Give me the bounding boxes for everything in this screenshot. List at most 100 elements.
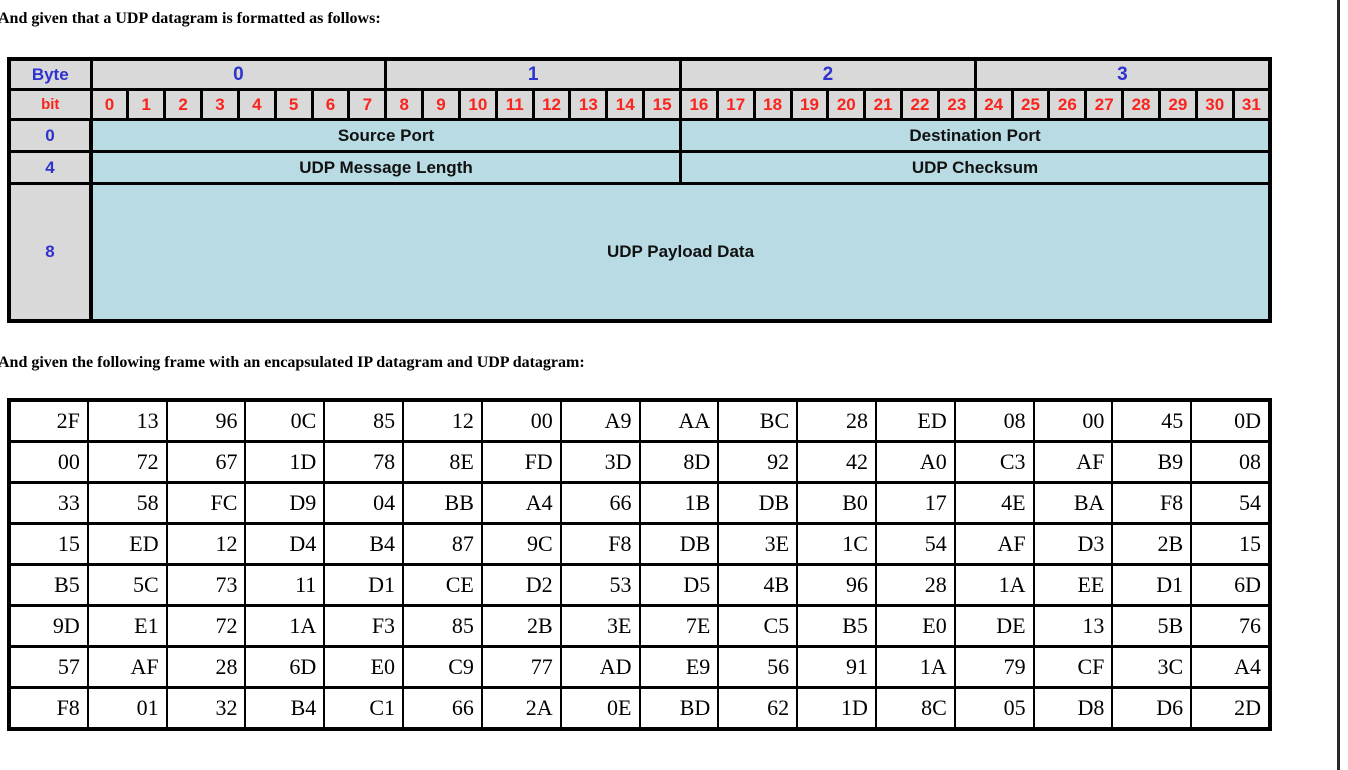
bit-number-header: 21: [863, 88, 904, 121]
hex-byte-cell: 1A: [953, 563, 1035, 607]
hex-byte-cell: 28: [796, 398, 877, 443]
bit-number-header: 4: [236, 88, 277, 121]
hex-byte-cell: 0D: [1190, 398, 1271, 443]
hex-byte-cell: 15: [8, 522, 89, 566]
bit-number-header: 25: [1010, 88, 1051, 121]
hex-byte-cell: CF: [1032, 645, 1114, 689]
byte-header-row: Byte 0 1 2 3: [7, 57, 1272, 91]
hex-byte-cell: 7E: [638, 604, 720, 648]
hex-byte-cell: 1C: [796, 522, 877, 566]
hex-byte-cell: 6D: [1190, 563, 1271, 607]
hex-byte-cell: 1A: [244, 604, 326, 648]
hex-byte-cell: 66: [402, 686, 483, 731]
hex-byte-cell: 12: [402, 398, 483, 443]
udp-field-cell: Source Port: [89, 118, 682, 153]
udp-field-cell: UDP Checksum: [679, 150, 1272, 185]
hex-byte-cell: DE: [953, 604, 1035, 648]
hex-byte-cell: 32: [165, 686, 247, 731]
hex-byte-cell: 5C: [86, 563, 168, 607]
hex-byte-cell: B0: [796, 481, 877, 525]
hex-byte-cell: 66: [559, 481, 641, 525]
intro-text-frame: And given the following frame with an en…: [0, 354, 585, 371]
byte-column-header: 3: [973, 57, 1272, 91]
hex-byte-cell: 62: [717, 686, 799, 731]
hex-byte-cell: D1: [323, 563, 405, 607]
hex-row: 57 AF 28 6D E0 C9 77 AD E9 56 91 1A 79 CF 3C A4: [8, 645, 1271, 689]
hex-byte-cell: B9: [1111, 440, 1193, 484]
bit-number-header: 27: [1084, 88, 1125, 121]
bit-number-header: 11: [494, 88, 535, 121]
bit-number-header: 26: [1047, 88, 1088, 121]
bit-number-header: 24: [973, 88, 1014, 121]
bit-number-header: 10: [457, 88, 498, 121]
hex-byte-cell: 00: [8, 440, 89, 484]
hex-byte-cell: 1A: [874, 645, 956, 689]
hex-byte-cell: 78: [323, 440, 405, 484]
hex-byte-cell: 1B: [638, 481, 720, 525]
hex-row: 15 ED 12 D4 B4 87 9C F8 DB 3E 1C 54 AF D3 2B 15: [8, 522, 1271, 566]
hex-byte-cell: 4B: [717, 563, 799, 607]
byte-corner-label: Byte: [7, 57, 93, 91]
hex-byte-cell: 54: [1190, 481, 1271, 525]
hex-byte-cell: A0: [874, 440, 956, 484]
bit-number-header: 15: [642, 88, 682, 121]
hex-byte-cell: F8: [1111, 481, 1193, 525]
bit-number-header: 2: [163, 88, 204, 121]
bit-header-row: bit 0 1 2 3 4 5 6 7 8 9 10 11 12 13 14 15 16 17 18 19 20 21 22 2…: [7, 88, 1272, 121]
hex-byte-cell: D6: [1111, 686, 1193, 731]
hex-row: 33 58 FC D9 04 BB A4 66 1B DB B0 17 4E BA F8 54: [8, 481, 1271, 525]
hex-byte-cell: 0E: [559, 686, 641, 731]
bit-number-header: 30: [1194, 88, 1235, 121]
hex-byte-cell: 72: [86, 440, 168, 484]
hex-byte-cell: 8E: [402, 440, 483, 484]
hex-byte-cell: FD: [480, 440, 562, 484]
hex-byte-cell: 12: [165, 522, 247, 566]
hex-byte-cell: 87: [402, 522, 483, 566]
hex-byte-cell: 08: [953, 398, 1035, 443]
hex-byte-cell: AA: [638, 398, 720, 443]
hex-row: B5 5C 73 11 D1 CE D2 53 D5 4B 96 28 1A EE D1 6D: [8, 563, 1271, 607]
hex-byte-cell: AD: [559, 645, 641, 689]
hex-byte-cell: A9: [559, 398, 641, 443]
bit-number-header: 1: [126, 88, 167, 121]
hex-byte-cell: 05: [953, 686, 1035, 731]
hex-byte-cell: D5: [638, 563, 720, 607]
hex-byte-cell: 2B: [1111, 522, 1193, 566]
page-border-line: [1337, 0, 1340, 770]
hex-byte-cell: 9C: [480, 522, 562, 566]
hex-byte-cell: 9D: [8, 604, 89, 648]
hex-byte-cell: D9: [244, 481, 326, 525]
bit-number-header: 14: [605, 88, 646, 121]
bit-number-header: 18: [752, 88, 793, 121]
bit-number-header: 7: [347, 88, 388, 121]
hex-byte-cell: A4: [480, 481, 562, 525]
hex-byte-cell: 5B: [1111, 604, 1193, 648]
hex-byte-cell: 77: [480, 645, 562, 689]
bit-number-header: 3: [200, 88, 240, 121]
udp-datagram-format-table: Byte 0 1 2 3 bit 0 1 2 3 4 5 6 7 8 9 10 11 12 13 14 15 16 17 18 1…: [7, 57, 1272, 323]
hex-byte-cell: 33: [8, 481, 89, 525]
bit-number-header: 12: [531, 88, 572, 121]
byte-offset-label: 0: [7, 118, 93, 153]
udp-field-cell: UDP Message Length: [89, 150, 682, 185]
hex-byte-cell: EE: [1032, 563, 1114, 607]
hex-byte-cell: 54: [874, 522, 956, 566]
hex-byte-cell: 72: [165, 604, 247, 648]
hex-byte-cell: 2B: [480, 604, 562, 648]
hex-byte-cell: 53: [559, 563, 641, 607]
udp-field-row: 8 UDP Payload Data: [7, 182, 1272, 323]
byte-column-header: 2: [679, 57, 977, 91]
hex-byte-cell: 17: [874, 481, 956, 525]
hex-byte-cell: 91: [796, 645, 877, 689]
hex-byte-cell: 6D: [244, 645, 326, 689]
intro-text-udp-format: And given that a UDP datagram is formatt…: [0, 10, 381, 27]
hex-byte-cell: 1D: [244, 440, 326, 484]
hex-byte-cell: E0: [874, 604, 956, 648]
hex-byte-cell: D4: [244, 522, 326, 566]
hex-byte-cell: 57: [8, 645, 89, 689]
hex-byte-cell: B5: [8, 563, 89, 607]
hex-byte-cell: AF: [953, 522, 1035, 566]
hex-byte-cell: 3E: [559, 604, 641, 648]
udp-field-row: 0 Source Port Destination Port: [7, 118, 1272, 153]
hex-byte-cell: B5: [796, 604, 877, 648]
